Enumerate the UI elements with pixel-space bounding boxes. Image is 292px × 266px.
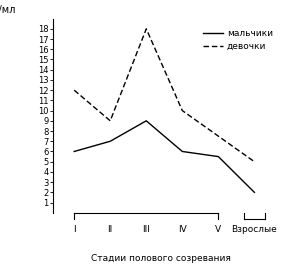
Text: III: III: [142, 225, 150, 234]
Text: I: I: [73, 225, 76, 234]
Text: IV: IV: [178, 225, 187, 234]
Y-axis label: нг/мл: нг/мл: [0, 5, 16, 15]
Text: Стадии полового созревания: Стадии полового созревания: [91, 254, 231, 263]
Text: Взрослые: Взрослые: [232, 225, 277, 234]
Text: V: V: [215, 225, 221, 234]
Text: II: II: [108, 225, 113, 234]
Legend: мальчики, девочки: мальчики, девочки: [200, 25, 277, 55]
